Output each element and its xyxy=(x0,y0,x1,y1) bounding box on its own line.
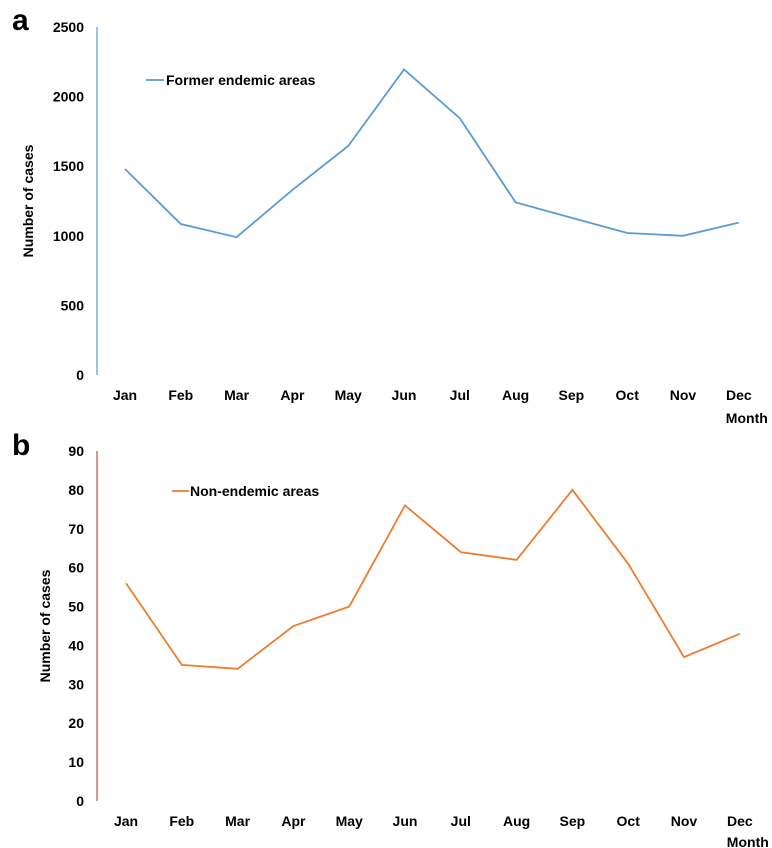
x-axis-title: Month xyxy=(726,410,768,426)
x-tick-label: Nov xyxy=(670,387,697,403)
x-axis-title: Month xyxy=(727,834,769,848)
x-tick-label: Oct xyxy=(617,813,641,829)
y-tick-label: 50 xyxy=(68,599,84,615)
y-tick-label: 20 xyxy=(68,715,84,731)
y-tick-label: 60 xyxy=(68,560,84,576)
x-tick-label: Jan xyxy=(114,813,138,829)
x-tick-label: Mar xyxy=(224,387,249,403)
y-tick-label: 30 xyxy=(68,676,84,692)
y-tick-label: 0 xyxy=(76,793,84,809)
x-tick-label: Dec xyxy=(726,387,752,403)
x-tick-label: Dec xyxy=(727,813,753,829)
x-tick-label: Apr xyxy=(281,813,306,829)
y-tick-label: 10 xyxy=(68,754,84,770)
x-tick-label: Aug xyxy=(502,387,529,403)
y-tick-label: 1000 xyxy=(53,228,84,244)
series-line xyxy=(125,488,741,670)
legend-label: Non-endemic areas xyxy=(190,483,319,499)
y-tick-label: 90 xyxy=(68,443,84,459)
x-tick-label: Mar xyxy=(225,813,250,829)
x-tick-label: May xyxy=(335,387,362,403)
x-tick-label: Nov xyxy=(671,813,698,829)
y-tick-label: 40 xyxy=(68,637,84,653)
panel-label: b xyxy=(12,429,30,462)
x-tick-label: Oct xyxy=(616,387,640,403)
x-tick-label: Feb xyxy=(169,813,194,829)
x-tick-label: Jul xyxy=(450,387,470,403)
x-tick-label: May xyxy=(336,813,363,829)
y-tick-label: 0 xyxy=(76,367,84,383)
y-tick-label: 500 xyxy=(61,297,85,313)
x-tick-label: Sep xyxy=(560,813,586,829)
x-tick-label: Jun xyxy=(392,387,417,403)
legend-label: Former endemic areas xyxy=(166,72,316,88)
y-tick-label: 2000 xyxy=(53,89,84,105)
y-axis-title: Number of cases xyxy=(20,144,36,257)
x-tick-label: Jul xyxy=(451,813,471,829)
x-tick-label: Apr xyxy=(280,387,305,403)
x-tick-label: Sep xyxy=(559,387,585,403)
y-tick-label: 2500 xyxy=(53,19,84,35)
y-tick-label: 1500 xyxy=(53,158,84,174)
x-tick-label: Feb xyxy=(168,387,193,403)
y-axis-title: Number of cases xyxy=(37,569,53,682)
series-line xyxy=(124,68,740,239)
y-tick-label: 80 xyxy=(68,482,84,498)
x-tick-label: Jan xyxy=(113,387,137,403)
x-tick-label: Jun xyxy=(393,813,418,829)
x-tick-label: Aug xyxy=(503,813,530,829)
panel-label: a xyxy=(12,4,29,37)
y-tick-label: 70 xyxy=(68,521,84,537)
